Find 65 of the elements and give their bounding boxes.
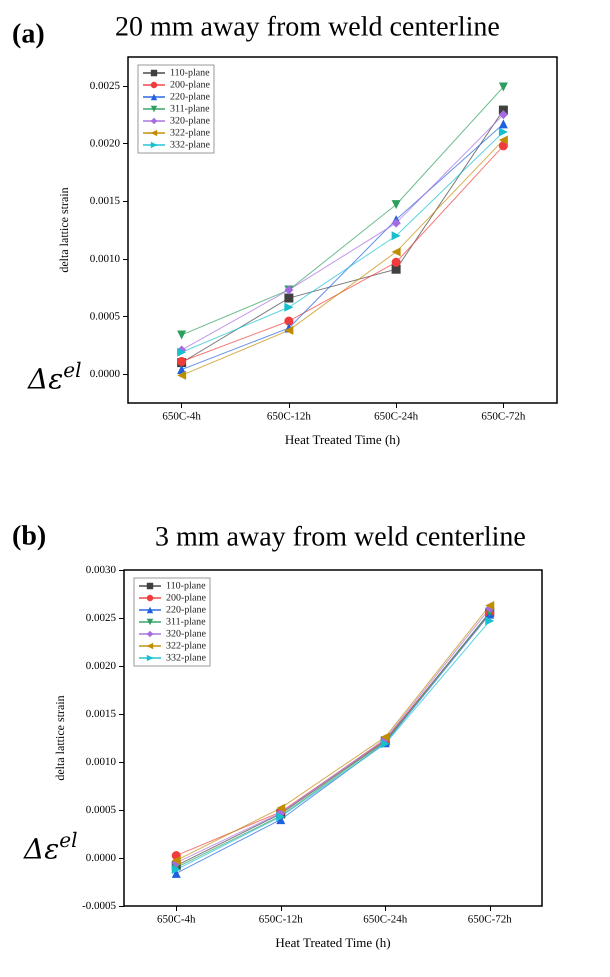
x-tick-label: 650C-12h (258, 914, 304, 926)
legend-label: 311-plane (170, 104, 210, 114)
x-tick-label: 650C-72h (481, 410, 526, 422)
y-tick-label: 0.0015 (86, 708, 116, 720)
y-tick-label: 0.0005 (86, 804, 116, 816)
y-tick-label: 0.0015 (90, 195, 120, 208)
y-tick-label: 0.0010 (86, 756, 116, 768)
point (392, 247, 401, 256)
point (177, 370, 186, 380)
y-axis-title: delta lattice strain (57, 187, 71, 273)
legend-label: 220-plane (166, 604, 207, 616)
chart-title: 3 mm away from weld centerline (155, 522, 526, 552)
legend-label: 320-plane (170, 116, 211, 126)
x-axis-title: Heat Treated Time (h) (284, 432, 400, 447)
y-tick-label: 0.0020 (90, 138, 120, 150)
x-tick-label: 650C-12h (266, 410, 312, 422)
text: (b) (12, 520, 46, 552)
point (392, 231, 401, 240)
x-tick-label: 650C-24h (363, 914, 408, 926)
point (284, 316, 294, 326)
point (485, 616, 494, 626)
point (276, 804, 286, 813)
point (498, 82, 508, 92)
legend-label: 322-plane (170, 128, 211, 138)
point (177, 330, 186, 340)
point (284, 294, 294, 303)
x-tick-label: 650C-4h (162, 410, 202, 422)
point (177, 348, 186, 357)
y-axis-title: delta lattice strain (53, 695, 67, 781)
x-tick-label: 650C-24h (374, 410, 419, 422)
legend-label: 332-plane (170, 140, 211, 150)
point (498, 127, 508, 136)
y-tick-label: 0.0025 (86, 612, 116, 624)
legend-label: 220-plane (170, 92, 211, 102)
legend-label: 200-plane (170, 80, 211, 90)
point (498, 136, 508, 145)
y-tick-label: -0.0005 (82, 900, 116, 912)
y-tick-label: 0.0020 (86, 660, 116, 672)
legend-label: 332-plane (166, 652, 207, 664)
y-tick-label: 0.0000 (86, 852, 116, 864)
point (392, 218, 401, 228)
point (284, 302, 294, 312)
legend-label: 110-plane (166, 580, 206, 592)
y-tick-label: 0.0010 (90, 252, 120, 265)
chart-title: 20 mm away from weld centerline (115, 12, 500, 42)
legend-label: 110-plane (170, 68, 210, 78)
point (485, 601, 494, 610)
point (392, 200, 401, 210)
legend-label: 320-plane (166, 628, 207, 640)
point (498, 119, 508, 128)
point (498, 141, 508, 150)
x-tick-label: 650C-4h (157, 914, 196, 926)
y-tick-label: 0.0030 (86, 564, 116, 576)
legend-label: 311-plane (166, 616, 206, 628)
point (172, 856, 181, 865)
text: (a) (12, 18, 45, 50)
x-axis-title: Heat Treated Time (h) (275, 935, 391, 950)
x-tick-label: 650C-72h (468, 914, 512, 926)
y-tick-label: 0.0005 (90, 310, 120, 322)
point (392, 258, 401, 267)
legend-label: 200-plane (166, 592, 207, 604)
legend-label: 322-plane (166, 640, 207, 652)
y-tick-label: 0.0025 (90, 80, 120, 92)
y-tick-label: 0.0000 (90, 368, 120, 380)
point (498, 110, 508, 120)
